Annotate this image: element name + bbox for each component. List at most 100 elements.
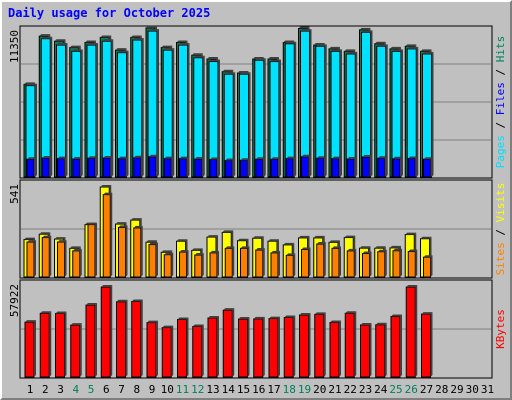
files-bar-day-14	[224, 160, 233, 178]
kbytes-bar-day-17-side	[278, 316, 280, 377]
day-label-15: 15	[237, 383, 250, 396]
kbytes-bar-day-9-side	[156, 320, 158, 377]
visits-bar-day-26-top	[405, 232, 417, 235]
kbytes-bar-day-2-side	[49, 311, 52, 377]
files-bar-day-2	[41, 157, 50, 178]
hits-bar-day-19-top	[298, 26, 310, 29]
sites-bar-day-10	[163, 254, 172, 278]
kbytes-bar-day-18	[283, 316, 294, 378]
visits-bar-day-15-top	[237, 238, 249, 241]
kbytes-bar-day-17-top	[269, 316, 280, 319]
pages-bar-day-3-side	[65, 43, 68, 178]
pages-bar-day-20-top	[315, 44, 327, 47]
kbytes-bar-day-10	[161, 327, 172, 378]
day-label-7: 7	[118, 383, 125, 396]
visits-bar-day-24-top	[374, 246, 386, 249]
files-bar-day-20	[316, 157, 325, 178]
pages-bar-day-8-top	[132, 37, 144, 40]
day-label-20: 20	[313, 383, 326, 396]
day-label-22: 22	[344, 383, 357, 396]
visits-bar-day-6-top	[100, 185, 112, 187]
kbytes-bar-day-8	[131, 300, 142, 378]
files-bar-day-9-top	[149, 154, 158, 157]
pages-bar-day-19-side	[309, 29, 312, 177]
kbytes-bar-day-15-top	[238, 317, 250, 320]
sites-bar-day-13	[209, 252, 218, 278]
hits-bar-day-11-top	[176, 40, 188, 43]
files-bar-day-8-top	[133, 155, 143, 158]
day-label-18: 18	[283, 383, 296, 396]
sites-bar-day-7-side	[125, 225, 128, 277]
kbytes-bar-day-22-top	[345, 311, 357, 314]
sites-bar-day-20-top	[316, 242, 326, 245]
sites-bar-day-10-top	[164, 252, 174, 255]
sites-bar-day-3-top	[57, 240, 67, 243]
kbytes-bar-day-26-side	[415, 285, 418, 377]
sites-bar-day-21-side	[339, 246, 341, 277]
kbytes-bar-day-8-side	[140, 299, 143, 377]
sites-bar-day-26-top	[408, 249, 418, 252]
files-bar-day-21-side	[339, 156, 341, 177]
sites-bar-day-13-top	[210, 250, 219, 253]
sites-bar-day-21-top	[332, 246, 341, 249]
kbytes-bar-day-12-top	[192, 324, 204, 327]
visits-bar-day-25-top	[390, 245, 401, 248]
day-label-27: 27	[420, 383, 433, 396]
day-label-24: 24	[374, 383, 388, 396]
sites-bar-day-18-side	[293, 253, 296, 277]
sites-bar-day-5	[87, 224, 96, 278]
day-label-23: 23	[359, 383, 372, 396]
kbytes-bar-day-23-top	[360, 322, 372, 325]
sites-bar-day-20	[316, 243, 325, 278]
files-bar-day-22-side	[354, 156, 357, 177]
files-bar-day-15	[240, 159, 248, 178]
sites-bar-day-20-side	[323, 242, 326, 277]
files-bar-day-18-top	[286, 156, 296, 159]
visits-bar-day-9-top	[146, 240, 157, 243]
sites-bar-day-19-top	[301, 247, 311, 250]
pages-bar-day-12-side	[202, 55, 205, 177]
sites-bar-day-22	[346, 250, 355, 278]
max-label-hits-files-pages: 11350	[8, 30, 21, 63]
sites-bar-day-8-top	[133, 225, 143, 228]
files-bar-day-12-top	[194, 156, 204, 159]
hits-bar-day-24-top	[374, 41, 386, 44]
kbytes-bar-day-5-side	[95, 303, 97, 377]
visits-bar-day-22-top	[344, 235, 356, 238]
legend-files: Files	[494, 82, 507, 115]
files-bar-day-11-side	[186, 156, 189, 177]
sites-bar-day-1	[26, 241, 35, 278]
kbytes-bar-day-13-top	[208, 315, 219, 318]
pages-bar-day-1-side	[35, 83, 37, 177]
files-bar-day-13-side	[217, 157, 219, 177]
sites-bar-day-4-top	[72, 248, 82, 251]
sites-bar-day-24-side	[384, 249, 387, 277]
sites-bar-day-12	[194, 254, 203, 278]
kbytes-bar-day-20-side	[323, 312, 326, 377]
sites-bar-day-24	[377, 251, 386, 278]
files-bar-day-8	[133, 157, 142, 178]
pages-bar-day-12-top	[193, 55, 205, 58]
pages-bar-day-15-top	[239, 72, 251, 75]
hits-bar-day-25-top	[390, 46, 401, 49]
kbytes-bar-day-11-side	[186, 317, 189, 377]
sites-bar-day-25-side	[400, 248, 402, 277]
pages-bar-day-11-side	[187, 43, 190, 178]
pages-bar-day-23-top	[361, 30, 373, 33]
pages-bar-day-21-side	[340, 49, 342, 177]
hits-bar-day-10-top	[161, 45, 173, 48]
hits-bar-day-8-top	[130, 35, 142, 38]
files-bar-day-11	[179, 158, 187, 178]
hits-bar-day-2-top	[39, 34, 51, 37]
sites-bar-day-6-top	[103, 192, 113, 195]
files-bar-day-23-top	[362, 154, 372, 157]
legend-separator: /	[494, 62, 507, 82]
files-bar-day-23	[362, 156, 370, 178]
files-bar-day-27	[423, 158, 431, 178]
sites-bar-day-15-side	[247, 246, 250, 277]
files-bar-day-4-top	[72, 156, 82, 159]
kbytes-bar-day-17	[268, 318, 279, 378]
sites-bar-day-3-side	[64, 240, 67, 277]
max-label-visits-sites: 541	[8, 184, 21, 204]
files-bar-day-8-side	[140, 155, 143, 177]
